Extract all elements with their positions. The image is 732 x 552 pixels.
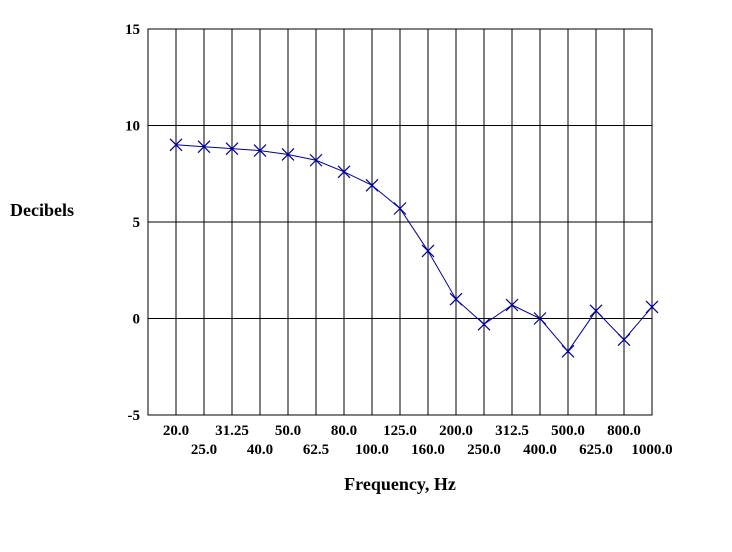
x-tick-label: 20.0 xyxy=(163,423,189,439)
x-axis-title: Frequency, Hz xyxy=(344,474,456,494)
x-tick-label: 25.0 xyxy=(191,442,217,458)
data-point-marker xyxy=(225,142,239,156)
x-tick-label: 1000.0 xyxy=(631,442,672,458)
y-tick-label: 15 xyxy=(125,22,140,38)
data-point-marker xyxy=(645,300,659,314)
y-axis-title: Decibels xyxy=(10,200,74,220)
data-point-marker xyxy=(281,148,295,161)
data-point-marker xyxy=(253,144,267,158)
x-tick-label: 40.0 xyxy=(247,442,273,458)
x-tick-label: 312.5 xyxy=(495,423,529,439)
x-tick-label: 125.0 xyxy=(383,423,417,439)
data-point-marker xyxy=(197,140,211,154)
x-tick-label: 625.0 xyxy=(579,442,613,458)
x-tick-label: 31.25 xyxy=(215,423,249,439)
data-point-marker xyxy=(533,312,547,325)
series-layer xyxy=(169,138,659,358)
x-tick-label: 160.0 xyxy=(411,442,445,458)
x-tick-label: 50.0 xyxy=(275,423,301,439)
data-point-marker xyxy=(309,153,323,167)
grid xyxy=(148,29,652,415)
data-point-marker xyxy=(449,292,463,306)
data-point-marker xyxy=(337,165,351,179)
series-line xyxy=(175,144,653,353)
x-tick-label: 200.0 xyxy=(439,423,473,439)
data-point-marker xyxy=(505,298,519,312)
data-point-marker xyxy=(421,244,435,258)
data-point-marker xyxy=(169,138,183,152)
data-point-marker xyxy=(393,202,407,215)
x-tick-label: 800.0 xyxy=(607,423,641,439)
x-tick-label: 250.0 xyxy=(467,442,501,458)
data-point-marker xyxy=(477,317,491,331)
plot-frame xyxy=(147,28,653,416)
x-tick-labels: 20.025.0 31.25 40.050.062.580.0 100.0 125.0 1… xyxy=(163,423,673,458)
x-tick-label: 400.0 xyxy=(523,442,557,458)
x-tick-label: 500.0 xyxy=(551,423,585,439)
y-tick-label: 10 xyxy=(125,119,140,135)
y-tick-label: 5 xyxy=(133,215,141,231)
data-point-marker xyxy=(365,178,379,192)
data-point-marker xyxy=(589,304,603,318)
x-tick-label: 80.0 xyxy=(331,423,357,439)
data-point-marker xyxy=(561,344,575,358)
y-tick-label: -5 xyxy=(128,408,141,424)
x-tick-label: 62.5 xyxy=(303,442,329,458)
data-point-marker xyxy=(617,333,631,347)
y-tick-label: 0 xyxy=(133,312,141,328)
x-tick-label: 100.0 xyxy=(355,442,389,458)
y-tick-labels: -5 0 5 10 15 xyxy=(125,22,140,424)
